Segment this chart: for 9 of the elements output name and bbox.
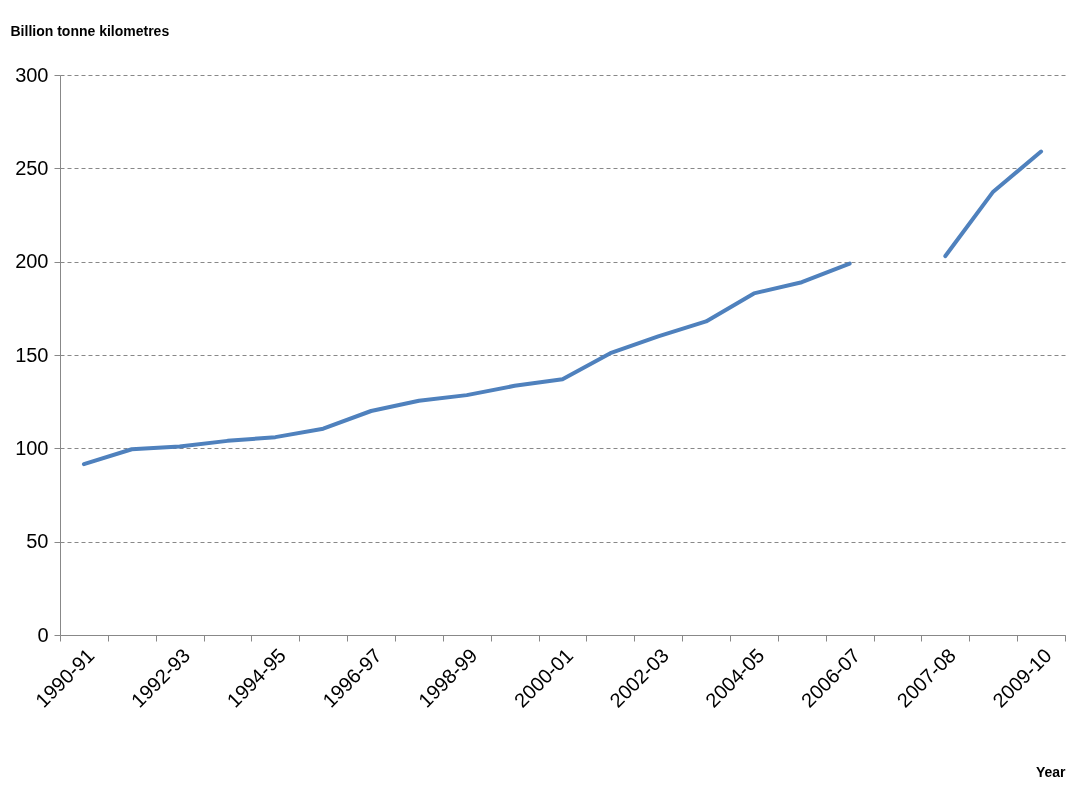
x-axis-title: Year — [1035, 763, 1067, 780]
y-tick-label: 50 — [26, 530, 49, 553]
y-tick-label: 200 — [15, 250, 49, 273]
y-axis-title: Billion tonne kilometres — [10, 22, 170, 39]
y-tick-label: 250 — [15, 156, 49, 179]
y-tick-label: 100 — [15, 436, 49, 459]
y-tick-label: 300 — [15, 63, 49, 86]
y-tick-label: 150 — [15, 343, 49, 366]
y-tick-label: 0 — [37, 623, 49, 646]
